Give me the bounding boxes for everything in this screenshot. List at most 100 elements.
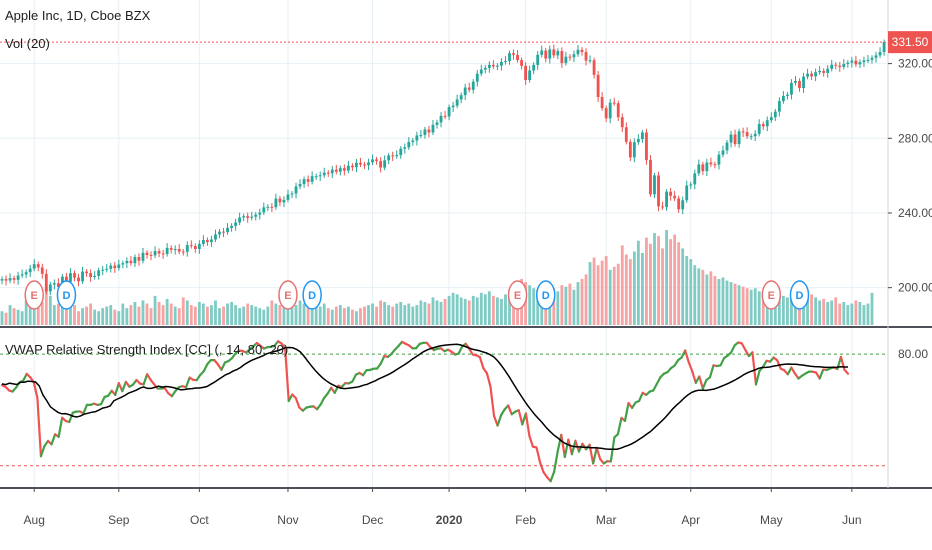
candle-body: [197, 243, 201, 250]
candle-body: [641, 132, 644, 140]
candle-body: [737, 131, 741, 145]
volume-bar: [145, 303, 149, 325]
candle-body: [355, 162, 358, 168]
candle-body: [314, 176, 318, 178]
event-markers[interactable]: E E E ED D D D: [24, 280, 810, 310]
candle-body: [157, 251, 161, 254]
earnings-marker[interactable]: E: [278, 280, 298, 310]
candle-body: [596, 74, 600, 98]
candle-body: [254, 214, 258, 217]
volume-bar: [52, 305, 56, 325]
volume-bar: [508, 289, 511, 325]
volume-bar: [850, 303, 854, 325]
volume-bar: [415, 305, 419, 325]
volume-bar: [302, 303, 306, 325]
candle-body: [387, 155, 391, 161]
candle-body: [757, 124, 761, 134]
dividend-marker[interactable]: D: [56, 280, 77, 310]
candle-body: [36, 264, 40, 268]
volume-bar: [274, 303, 278, 325]
earnings-marker[interactable]: E: [507, 280, 528, 310]
volume-bar: [717, 279, 721, 325]
candle-body: [777, 101, 781, 112]
dividend-marker[interactable]: D: [789, 280, 810, 310]
candle-body: [806, 73, 809, 77]
volume-bar: [266, 306, 270, 325]
volume-bar: [165, 298, 169, 325]
dividend-marker-label: D: [62, 290, 70, 302]
earnings-marker[interactable]: E: [24, 280, 44, 310]
candle-body: [133, 257, 137, 264]
earnings-marker-label: E: [31, 290, 38, 302]
candle-body: [459, 95, 463, 100]
volume-bar: [61, 298, 64, 325]
candle-body: [230, 225, 233, 228]
volume-bar: [653, 233, 656, 325]
candle-body: [556, 51, 560, 56]
rsi-segment: [146, 373, 152, 381]
volume-bar: [612, 266, 616, 325]
rsi-segment: [457, 345, 464, 355]
rsi-segment: [652, 382, 658, 392]
dividend-marker[interactable]: D: [302, 280, 322, 310]
symbol-title: Apple Inc, 1D, Cboe BZX: [5, 8, 151, 23]
volume-bar: [858, 302, 862, 325]
candle-body: [786, 94, 789, 96]
rsi-segment: [570, 439, 577, 456]
candle-body: [487, 64, 491, 68]
rsi-segment: [655, 376, 662, 386]
candle-body: [101, 269, 105, 271]
candle-body: [564, 56, 568, 64]
candle-body: [8, 278, 12, 281]
rsi-segment: [468, 347, 474, 356]
candle-body: [822, 70, 826, 73]
volume-bar: [689, 259, 693, 325]
rsi-segment: [22, 372, 28, 382]
dividend-marker[interactable]: D: [536, 280, 556, 310]
volume-bar: [471, 295, 475, 325]
volume-bar: [351, 309, 354, 325]
volume-bar: [105, 306, 109, 325]
candle-body: [560, 51, 564, 64]
candle-body: [721, 150, 725, 155]
volume-bar: [318, 306, 322, 325]
rsi-segment: [489, 385, 496, 417]
volume-bar: [600, 260, 604, 325]
volume-bar: [391, 306, 395, 325]
candle-body: [141, 252, 145, 261]
volume-bar: [552, 288, 556, 325]
candle-body: [65, 276, 68, 282]
volume-bar: [479, 292, 483, 325]
candle-body: [528, 70, 532, 81]
volume-bar: [632, 251, 636, 325]
candle-body: [463, 87, 467, 96]
candle-body: [661, 206, 664, 208]
rsi-segment: [638, 391, 644, 402]
earnings-marker-circle: [278, 280, 298, 310]
candle-body: [238, 217, 242, 223]
volume-bar: [40, 302, 44, 325]
candle-body: [105, 268, 109, 270]
candle-body: [415, 135, 419, 141]
earnings-marker[interactable]: E: [761, 280, 782, 310]
candle-body: [73, 273, 76, 278]
volume-bar: [346, 306, 350, 325]
candle-body: [620, 117, 624, 128]
volume-bar: [322, 303, 326, 325]
candle-body: [310, 176, 314, 182]
time-tick-label: 2020: [436, 513, 463, 527]
candle-body: [32, 264, 36, 269]
volume-bar: [173, 306, 177, 325]
rsi-segment: [740, 342, 747, 351]
rsi-tick-label: 80.00: [898, 347, 928, 361]
candle-body: [866, 59, 870, 61]
volume-bar: [810, 294, 813, 325]
rsi-segment: [39, 444, 46, 458]
candle-body: [624, 127, 628, 142]
volume-bar: [649, 243, 652, 325]
rsi-segment: [485, 372, 492, 388]
dividend-marker-circle: [536, 280, 556, 310]
rsi-segment: [790, 366, 797, 375]
